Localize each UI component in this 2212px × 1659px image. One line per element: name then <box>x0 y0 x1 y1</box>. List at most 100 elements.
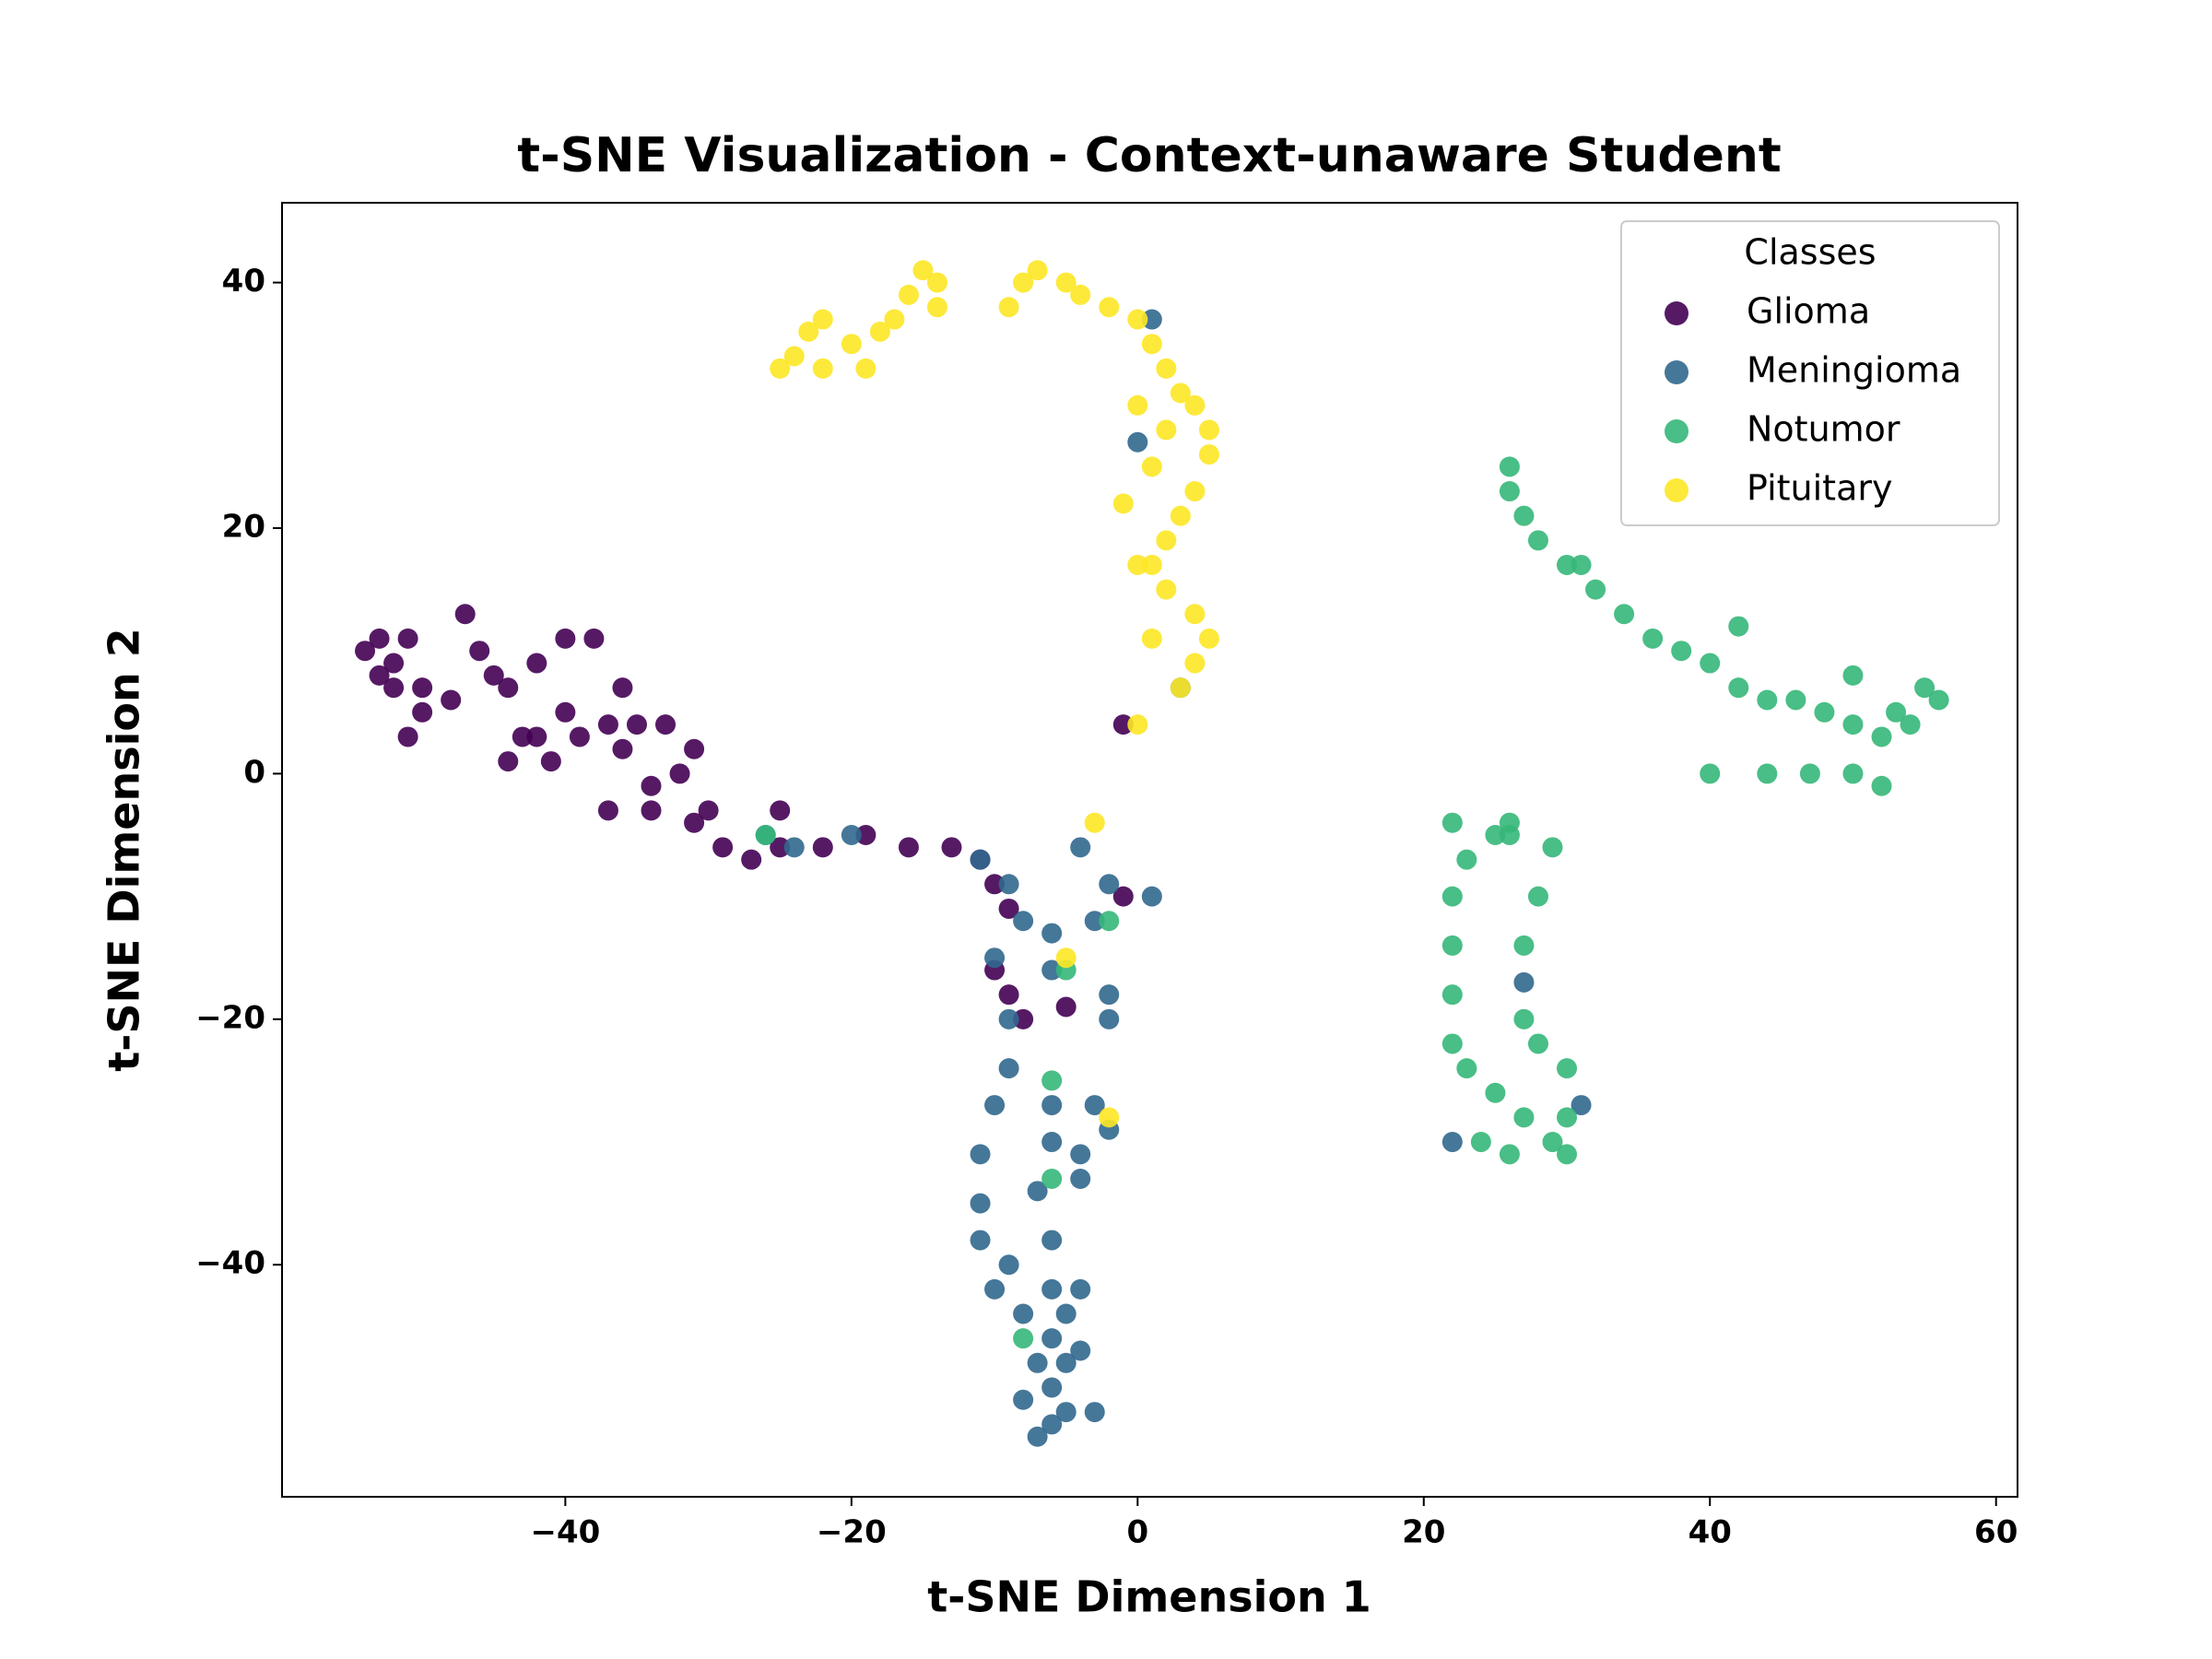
point <box>1041 1070 1063 1091</box>
point <box>984 1278 1006 1300</box>
point <box>998 1008 1019 1030</box>
x-axis-label: t-SNE Dimension 1 <box>927 1572 1371 1622</box>
point <box>1470 1132 1491 1153</box>
point <box>555 701 576 723</box>
point <box>998 1254 1019 1276</box>
point <box>1513 1107 1535 1128</box>
point <box>1527 530 1548 551</box>
point <box>1198 444 1219 465</box>
point <box>998 297 1019 318</box>
point <box>1041 1230 1063 1251</box>
y-tick-label: 40 <box>222 263 265 300</box>
point <box>1170 677 1191 699</box>
point <box>1141 334 1162 355</box>
point <box>355 641 376 662</box>
point <box>783 837 805 858</box>
point <box>1700 653 1721 674</box>
point <box>1499 481 1520 502</box>
point <box>984 1095 1006 1116</box>
point <box>1055 1402 1077 1423</box>
point <box>655 714 677 735</box>
point <box>1757 763 1778 784</box>
point <box>741 849 762 870</box>
point <box>1127 309 1148 330</box>
point <box>1041 1095 1063 1116</box>
point <box>498 677 519 699</box>
point <box>1041 1278 1063 1300</box>
point <box>1700 763 1721 784</box>
point <box>1055 1352 1077 1373</box>
point <box>1871 726 1892 747</box>
legend-label: Meningioma <box>1747 350 1961 391</box>
point <box>597 714 618 735</box>
point <box>1184 604 1206 625</box>
point <box>855 825 877 846</box>
point <box>1184 481 1206 502</box>
point <box>898 284 919 305</box>
point <box>1070 1144 1091 1165</box>
plot-frame <box>281 202 2018 1498</box>
point <box>583 628 605 649</box>
point <box>540 751 561 772</box>
legend-marker <box>1665 419 1688 443</box>
point <box>483 665 504 686</box>
point <box>569 726 590 747</box>
point <box>1156 579 1177 600</box>
x-tick-label: −20 <box>817 1514 887 1551</box>
point <box>812 837 833 858</box>
point <box>1156 358 1177 379</box>
point <box>998 984 1019 1006</box>
point <box>1842 763 1864 784</box>
point <box>1055 1303 1077 1324</box>
point <box>1871 775 1892 796</box>
point <box>855 358 877 379</box>
point <box>1184 394 1206 416</box>
point <box>812 358 833 379</box>
point <box>970 849 991 870</box>
point <box>798 321 819 342</box>
point <box>1914 677 1936 699</box>
point <box>412 677 433 699</box>
point <box>1070 1340 1091 1361</box>
point <box>1170 382 1191 404</box>
point <box>1013 272 1034 293</box>
x-tick-label: −40 <box>530 1514 600 1551</box>
point <box>1814 701 1835 723</box>
point <box>926 297 947 318</box>
point <box>1099 1008 1120 1030</box>
point <box>1027 1426 1048 1447</box>
point <box>1070 1168 1091 1189</box>
point <box>1499 456 1520 477</box>
point <box>1013 911 1034 932</box>
point <box>369 628 390 649</box>
point <box>1099 911 1120 932</box>
point <box>1198 628 1219 649</box>
point <box>984 947 1006 969</box>
point <box>1084 812 1105 833</box>
point <box>1557 1058 1578 1079</box>
point <box>1027 1352 1048 1373</box>
point <box>1571 1095 1592 1116</box>
point <box>1585 579 1606 600</box>
point <box>1542 1132 1563 1153</box>
point <box>712 837 734 858</box>
point <box>397 628 418 649</box>
point <box>369 665 390 686</box>
y-tick-label: −20 <box>195 999 265 1036</box>
point <box>1055 996 1077 1018</box>
point <box>1757 689 1778 711</box>
point <box>1456 1058 1477 1079</box>
point <box>1928 689 1949 711</box>
point <box>841 334 862 355</box>
point <box>1485 825 1506 846</box>
point <box>1099 874 1120 895</box>
point <box>383 677 405 699</box>
point <box>970 1144 991 1165</box>
point <box>626 714 647 735</box>
point <box>970 1193 991 1214</box>
point <box>1070 284 1091 305</box>
point <box>1642 628 1664 649</box>
point <box>1527 886 1548 907</box>
point <box>1041 1132 1063 1153</box>
